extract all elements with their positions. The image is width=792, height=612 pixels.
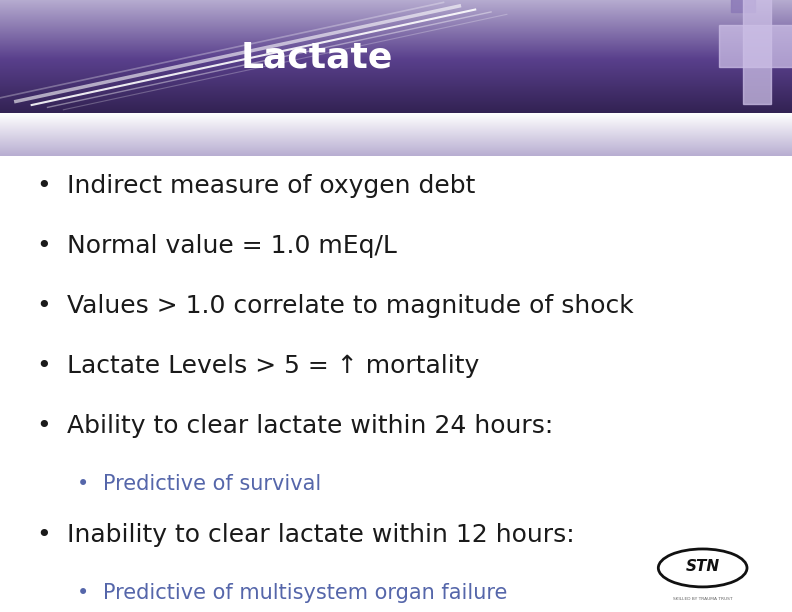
Text: •: •	[36, 523, 51, 547]
Text: Lactate Levels > 5 = ↑ mortality: Lactate Levels > 5 = ↑ mortality	[67, 354, 480, 378]
Text: Values > 1.0 correlate to magnitude of shock: Values > 1.0 correlate to magnitude of s…	[67, 294, 634, 318]
Text: •: •	[36, 174, 51, 198]
Text: Inability to clear lactate within 12 hours:: Inability to clear lactate within 12 hou…	[67, 523, 575, 547]
Text: •: •	[36, 354, 51, 378]
Bar	[731, 0, 756, 12]
Text: Ability to clear lactate within 24 hours:: Ability to clear lactate within 24 hours…	[67, 414, 554, 438]
Text: •: •	[36, 294, 51, 318]
Bar	[719, 25, 792, 67]
Text: SKILLED BY TRAUMA TRUST: SKILLED BY TRAUMA TRUST	[673, 597, 733, 600]
Text: STN: STN	[686, 559, 720, 574]
Text: •: •	[36, 234, 51, 258]
Bar	[743, 0, 771, 103]
Text: Predictive of survival: Predictive of survival	[103, 474, 322, 494]
Text: •: •	[77, 474, 89, 494]
Text: Predictive of multisystem organ failure: Predictive of multisystem organ failure	[103, 583, 508, 603]
Text: Lactate: Lactate	[241, 40, 393, 74]
Text: •: •	[36, 414, 51, 438]
Text: Normal value = 1.0 mEq/L: Normal value = 1.0 mEq/L	[67, 234, 398, 258]
Text: Indirect measure of oxygen debt: Indirect measure of oxygen debt	[67, 174, 476, 198]
Text: •: •	[77, 583, 89, 603]
